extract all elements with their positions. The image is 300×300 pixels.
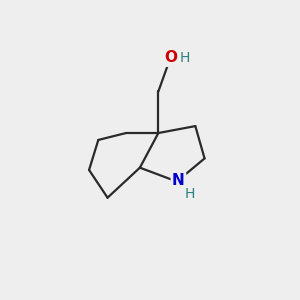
Text: H: H: [180, 51, 190, 65]
Text: O: O: [165, 50, 178, 65]
Text: N: N: [172, 173, 185, 188]
Text: H: H: [184, 187, 195, 201]
